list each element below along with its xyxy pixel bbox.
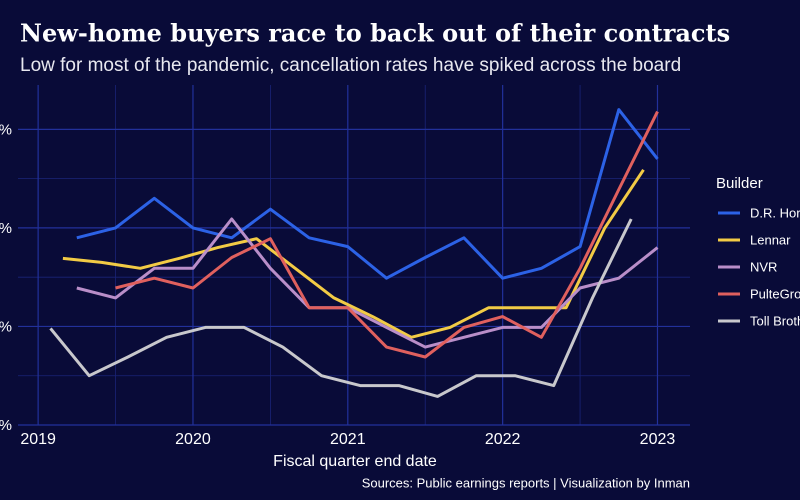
x-tick-label: 2023	[640, 431, 676, 448]
y-tick-label: 30%	[0, 121, 12, 138]
x-tick-label: 2021	[330, 431, 366, 448]
plot-lines	[49, 108, 659, 398]
y-tick-label: 10%	[0, 318, 12, 335]
y-tick-label: 20%	[0, 220, 12, 237]
source-note: Sources: Public earnings reports | Visua…	[362, 475, 690, 490]
series-line	[115, 110, 659, 359]
series-line	[76, 217, 659, 349]
legend-title: Builder	[716, 175, 763, 192]
x-axis-label: Fiscal quarter end date	[273, 453, 437, 470]
x-tick-label: 2020	[175, 431, 211, 448]
series-line	[49, 218, 633, 398]
legend-label: PulteGroup	[750, 286, 800, 301]
legend-label: D.R. Horton	[750, 205, 800, 220]
x-tick-label: 2022	[485, 431, 521, 448]
chart-subtitle: Low for most of the pandemic, cancellati…	[20, 55, 681, 76]
legend-label: NVR	[750, 259, 777, 274]
series-line	[62, 168, 645, 339]
legend-label: Toll Brothers	[750, 313, 800, 328]
y-tick-label: 0%	[0, 417, 12, 434]
legend-label: Lennar	[750, 232, 791, 247]
chart-title: New-home buyers race to back out of thei…	[20, 19, 730, 48]
x-tick-label: 2019	[20, 431, 56, 448]
grid	[18, 85, 690, 426]
series-line	[76, 108, 659, 280]
